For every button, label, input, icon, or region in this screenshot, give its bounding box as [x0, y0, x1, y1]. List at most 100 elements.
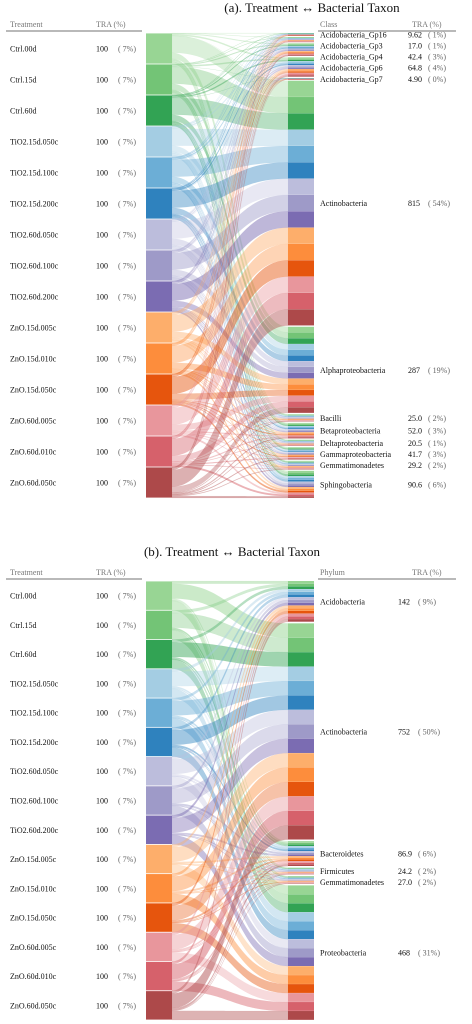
pb-treatment-block-9: [146, 844, 172, 874]
pa-link: [171, 445, 289, 495]
pa-link: [171, 34, 289, 59]
treatment-value: 100: [96, 169, 108, 178]
pa-taxon-stripe: [288, 430, 314, 432]
treatment-value: 100: [96, 738, 108, 747]
treatment-percent: ( 7%): [118, 592, 136, 601]
pa-taxon-stripe: [288, 61, 314, 63]
pa-link: [171, 41, 289, 406]
pa-taxon-stripe: [288, 492, 314, 495]
panel-a-right-header: Class: [320, 20, 337, 29]
pb-treatment-block-4: [146, 698, 172, 727]
pa-taxon-stripe: [288, 54, 314, 56]
taxon-label: Actinobacteria: [320, 199, 368, 208]
pa-taxon-stripe: [288, 458, 314, 460]
pa-link: [171, 211, 289, 301]
treatment-percent: ( 7%): [118, 324, 136, 333]
pa-link: [171, 458, 289, 496]
treatment-value: 100: [96, 650, 108, 659]
pa-link: [171, 153, 289, 451]
pb-taxon-stripe: [288, 862, 314, 865]
taxon-value: 27.0: [398, 878, 412, 887]
pb-link: [171, 597, 289, 760]
pa-link: [171, 89, 289, 416]
pb-taxon-stripe: [288, 608, 314, 611]
pa-treatment-block-10: [146, 343, 172, 374]
taxon-label: Acidobacteria_Gp7: [320, 75, 383, 84]
treatment-percent: ( 7%): [118, 826, 136, 835]
pa-link: [171, 437, 289, 495]
pb-taxon-stripe: [288, 993, 314, 1002]
pa-taxon-stripe: [288, 309, 314, 326]
pb-taxon-stripe: [288, 984, 314, 993]
pa-taxon-stripe: [288, 55, 314, 56]
treatment-percent: ( 7%): [118, 767, 136, 776]
pb-link: [171, 744, 289, 852]
taxon-value: 17.0: [408, 41, 422, 50]
pb-treatment-block-3: [146, 669, 172, 698]
taxon-percent: ( 9%): [418, 597, 436, 606]
treatment-percent: ( 7%): [118, 76, 136, 85]
pa-link: [171, 62, 289, 473]
pa-taxon-stripe: [288, 71, 314, 73]
treatment-percent: ( 7%): [118, 200, 136, 209]
pa-taxon-stripe: [288, 66, 314, 68]
pa-link: [171, 58, 289, 415]
taxon-value: 752: [398, 728, 410, 737]
pb-taxon-stripe: [288, 605, 314, 609]
pb-link: [171, 586, 289, 643]
pb-taxon-stripe: [288, 847, 314, 850]
pa-treatment-block-4: [146, 157, 172, 188]
treatment-value: 100: [96, 884, 108, 893]
treatment-label: ZnO.60d.010c: [10, 448, 57, 457]
taxon-value: 24.2: [398, 867, 412, 876]
pb-treatment-block-14: [146, 991, 172, 1020]
pa-taxon-stripe: [288, 129, 314, 146]
pb-link: [171, 874, 289, 1011]
taxon-label: Bacilli: [320, 414, 342, 423]
pa-treatment-block-11: [146, 374, 172, 405]
pb-taxon-stripe: [288, 861, 314, 863]
pa-link: [171, 155, 289, 479]
treatment-value: 100: [96, 231, 108, 240]
taxon-percent: ( 1%): [428, 30, 446, 39]
panel-a-left-header: Treatment: [10, 20, 43, 29]
pa-link: [171, 276, 289, 425]
pb-link: [171, 580, 289, 584]
pb-link: [171, 594, 289, 731]
pa-taxon-stripe: [288, 372, 314, 379]
pb-link: [171, 872, 289, 894]
pa-treatment-block-2: [146, 95, 172, 126]
pa-taxon-stripe: [288, 479, 314, 482]
panel-b-left-header: Treatment: [10, 568, 43, 577]
pb-treatment-block-5: [146, 727, 172, 757]
pa-taxon-stripe: [288, 72, 314, 75]
pa-taxon-stripe: [288, 433, 314, 435]
taxon-label: Gammaproteobacteria: [320, 450, 392, 459]
pb-taxon-stripe: [288, 753, 314, 768]
pa-taxon-stripe: [288, 422, 314, 424]
pa-taxon-stripe: [288, 194, 314, 212]
treatment-label: TiO2.60d.100c: [10, 262, 59, 271]
pa-link: [171, 178, 289, 239]
pa-taxon-stripe: [288, 455, 314, 457]
treatment-percent: ( 7%): [118, 621, 136, 630]
pa-link: [171, 51, 289, 345]
pa-taxon-stripe: [288, 47, 314, 49]
taxon-value: 4.90: [408, 75, 422, 84]
pa-taxon-stripe: [288, 292, 314, 310]
pa-taxon-stripe: [288, 146, 314, 163]
pa-taxon-stripe: [288, 453, 314, 455]
pb-taxon-stripe: [288, 975, 314, 984]
treatment-value: 100: [96, 262, 108, 271]
pa-link: [171, 420, 289, 463]
treatment-percent: ( 7%): [118, 855, 136, 864]
pb-treatment-block-13: [146, 961, 172, 991]
treatment-label: TiO2.15d.200c: [10, 738, 59, 747]
pa-treatment-block-8: [146, 281, 172, 312]
pa-taxon-stripe: [288, 423, 314, 425]
pa-link: [171, 496, 289, 499]
pb-taxon-stripe: [288, 589, 314, 592]
pa-link: [171, 186, 289, 480]
pb-taxon-stripe: [288, 666, 314, 681]
